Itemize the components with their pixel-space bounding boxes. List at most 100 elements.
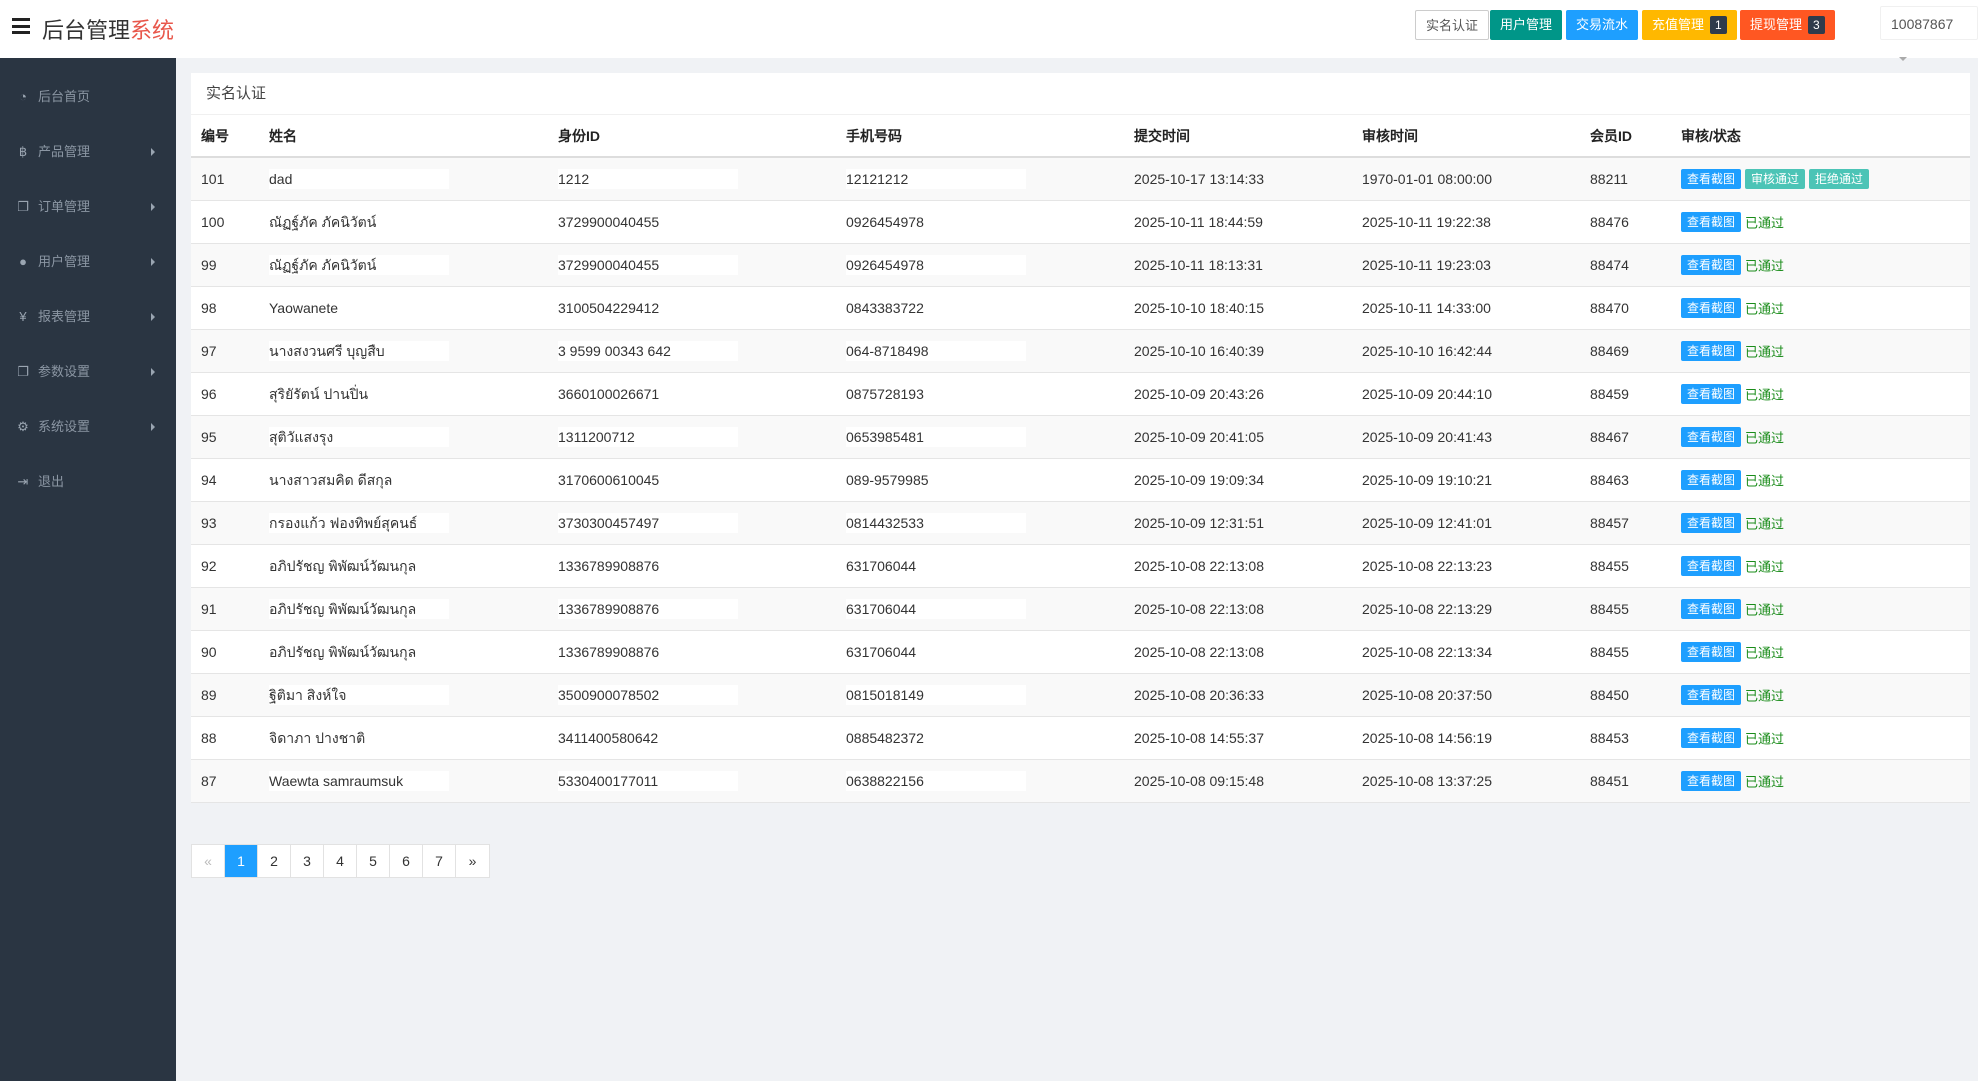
view-screenshot-button[interactable]: 查看截图 — [1681, 770, 1742, 791]
view-screenshot-button[interactable]: 查看截图 — [1681, 684, 1742, 705]
table-cell: 2025-10-10 18:40:15 — [1124, 286, 1352, 330]
sidebar-item-5[interactable]: ¥ 报表管理 — [0, 297, 176, 337]
header-button-3[interactable]: 交易流水 — [1566, 10, 1639, 40]
page-2-button[interactable]: 2 — [258, 845, 291, 877]
table-cell: 88451 — [1580, 759, 1671, 803]
page-6-button[interactable]: 6 — [390, 845, 423, 877]
phone: 0875728193 — [846, 383, 1026, 404]
table-cell: จิดาภา ปางชาติ — [259, 716, 548, 760]
header-button-label: 充值管理 — [1652, 17, 1705, 32]
table-cell: 2025-10-09 20:41:43 — [1352, 415, 1580, 459]
hamburger-menu-icon[interactable] — [12, 18, 30, 34]
review-time: 2025-10-11 19:22:38 — [1362, 213, 1491, 230]
sidebar-item-3[interactable]: ❐ 订单管理 — [0, 187, 176, 227]
member-id: 88474 — [1590, 256, 1629, 273]
member-id: 88455 — [1590, 600, 1629, 617]
review-time: 2025-10-08 14:56:19 — [1362, 729, 1492, 746]
sidebar: ◔ 后台首页 ฿ 产品管理 ❐ 订单管理 ● 用户管理 ¥ 报表管理 ❐ 参数设置 ⚙ 系统设置 ⇥ 退出 — [0, 58, 176, 1081]
view-screenshot-button[interactable]: 查看截图 — [1681, 340, 1742, 361]
table-cell: อภิปรัชญ พิพัฒน์วัฒนกุล — [259, 544, 548, 588]
table-cell: 90 — [191, 630, 259, 674]
review-time: 2025-10-09 19:10:21 — [1362, 471, 1492, 488]
table-cell: 631706044 — [836, 544, 1124, 588]
page-4-button[interactable]: 4 — [324, 845, 357, 877]
view-screenshot-button[interactable]: 查看截图 — [1681, 641, 1742, 662]
sidebar-item-1[interactable]: ◔ 后台首页 — [0, 77, 176, 117]
table-cell: 2025-10-08 14:55:37 — [1124, 716, 1352, 760]
status-passed: 已通过 — [1745, 602, 1785, 617]
prev-page-button[interactable]: « — [192, 845, 225, 877]
next-page-button[interactable]: » — [468, 853, 477, 869]
table-cell: 2025-10-11 14:33:00 — [1352, 286, 1580, 330]
phone: 089-9579985 — [846, 469, 1026, 490]
table-cell: 查看截图 已通过 — [1671, 200, 1970, 244]
top-header: 后台管理系统 实名认证 用户管理 交易流水 充值管理 1 提现管理 3 10087867 — [0, 0, 1978, 62]
sidebar-item-4[interactable]: ● 用户管理 — [0, 242, 176, 282]
page-5-button[interactable]: 5 — [357, 845, 390, 877]
submit-time: 2025-10-10 18:40:15 — [1134, 299, 1264, 316]
table-cell: นางสงวนศรี บุญสืบ — [259, 329, 548, 373]
sidebar-item-2[interactable]: ฿ 产品管理 — [0, 132, 176, 172]
copy-icon: ❐ — [17, 199, 29, 214]
table-row: 100 ณัฏฐ์ภัค ภัคนิวัตน์ 3729900040455 09264… — [191, 200, 1970, 244]
page-1-button[interactable]: 1 — [225, 845, 258, 877]
view-screenshot-button[interactable]: 查看截图 — [1681, 254, 1742, 275]
id-number: 5330400177011 — [558, 770, 738, 791]
header-button-2[interactable]: 用户管理 — [1490, 10, 1563, 40]
sign-out-icon: ⇥ — [17, 474, 29, 489]
name: จิดาภา ปางชาติ — [269, 727, 449, 748]
status-passed: 已通过 — [1745, 258, 1785, 273]
table-cell: 0885482372 — [836, 716, 1124, 760]
view-screenshot-button[interactable]: 查看截图 — [1681, 469, 1742, 490]
sidebar-item-6[interactable]: ❐ 参数设置 — [0, 352, 176, 392]
phone: 064-8718498 — [846, 340, 1026, 361]
sidebar-item-label: 用户管理 — [38, 254, 91, 269]
view-screenshot-button[interactable]: 查看截图 — [1681, 297, 1742, 318]
sidebar-item-7[interactable]: ⚙ 系统设置 — [0, 407, 176, 447]
table-cell: 2025-10-08 20:36:33 — [1124, 673, 1352, 717]
id-number: 3729900040455 — [558, 211, 738, 232]
page-3-button[interactable]: 3 — [291, 845, 324, 877]
table-row: 94 นางสาวสมคิด ดีสกุล 3170600610045 089-957… — [191, 458, 1970, 502]
review-time: 2025-10-09 12:41:01 — [1362, 514, 1492, 531]
header-button-5[interactable]: 提现管理 3 — [1740, 10, 1835, 40]
view-screenshot-button[interactable]: 查看截图 — [1681, 426, 1742, 447]
table-cell: 查看截图 已通过 — [1671, 329, 1970, 373]
view-screenshot-button[interactable]: 查看截图 — [1681, 168, 1742, 189]
view-screenshot-button[interactable]: 查看截图 — [1681, 383, 1742, 404]
table-row: 89 ฐิติมา สิงห์ใจ 3500900078502 0815018149 2… — [191, 673, 1970, 717]
header-button-label: 交易流水 — [1576, 17, 1629, 32]
table-cell: 查看截图 已通过 — [1671, 501, 1970, 545]
reject-button[interactable]: 拒绝通过 — [1809, 168, 1870, 189]
id-number: 3100504229412 — [558, 297, 738, 318]
status-passed: 已通过 — [1745, 473, 1785, 488]
approve-button[interactable]: 审核通过 — [1745, 168, 1806, 189]
table-cell: 064-8718498 — [836, 329, 1124, 373]
view-screenshot-button[interactable]: 查看截图 — [1681, 598, 1742, 619]
view-screenshot-button[interactable]: 查看截图 — [1681, 211, 1742, 232]
name: อภิปรัชญ พิพัฒน์วัฒนกุล — [269, 598, 449, 619]
table-cell: 2025-10-08 22:13:23 — [1352, 544, 1580, 588]
view-screenshot-button[interactable]: 查看截图 — [1681, 512, 1742, 533]
sidebar-item-label: 退出 — [38, 474, 65, 489]
sidebar-item-8[interactable]: ⇥ 退出 — [0, 462, 176, 502]
id-number: 1336789908876 — [558, 555, 738, 576]
member-id: 88463 — [1590, 471, 1629, 488]
header-button-4[interactable]: 充值管理 1 — [1642, 10, 1737, 40]
table-cell: 0638822156 — [836, 759, 1124, 803]
view-screenshot-button[interactable]: 查看截图 — [1681, 727, 1742, 748]
status-passed: 已通过 — [1745, 645, 1785, 660]
table-row: 90 อภิปรัชญ พิพัฒน์วัฒนกุล 1336789908876 63… — [191, 630, 1970, 674]
table-cell: 2025-10-08 22:13:34 — [1352, 630, 1580, 674]
dashboard-icon: ◔ — [19, 89, 27, 104]
title-main: 后台管理 — [42, 18, 131, 43]
table-cell: สุติวัแสงรุง — [259, 415, 548, 459]
view-screenshot-button[interactable]: 查看截图 — [1681, 555, 1742, 576]
app-title: 后台管理系统 — [42, 13, 174, 45]
header-button-1[interactable]: 实名认证 — [1415, 10, 1490, 40]
page-7-button[interactable]: 7 — [423, 845, 456, 877]
caret-right-icon — [151, 203, 155, 211]
name: Yaowanete — [269, 297, 449, 318]
user-dropdown[interactable]: 10087867 — [1880, 6, 1978, 62]
phone: 0926454978 — [846, 254, 1026, 275]
